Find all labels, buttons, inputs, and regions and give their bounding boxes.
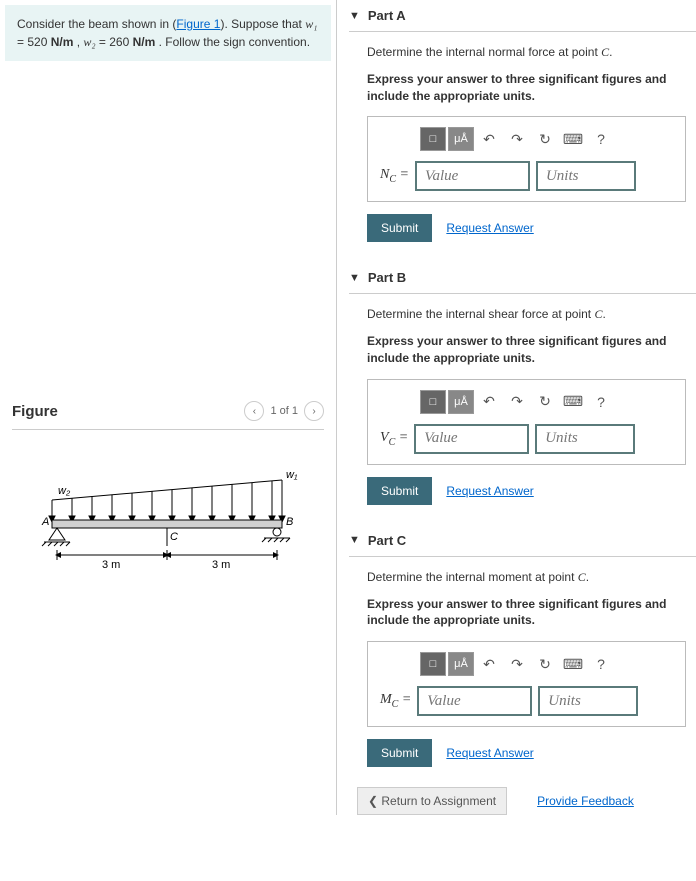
part-a-title: Part A [368, 8, 406, 23]
part-c-value-input[interactable] [417, 686, 532, 716]
part-c-instr: Express your answer to three significant… [367, 596, 686, 630]
part-c-section: ▼ Part C Determine the internal moment a… [349, 525, 696, 767]
part-b-var: VC = [380, 430, 408, 448]
template-icon[interactable]: □ [420, 390, 446, 414]
part-c-units-input[interactable] [538, 686, 638, 716]
part-a-request-link[interactable]: Request Answer [446, 221, 533, 235]
part-a-instr: Express your answer to three significant… [367, 71, 686, 105]
undo-icon[interactable]: ↶ [478, 391, 500, 413]
w2-var: w₂ [83, 35, 95, 49]
figure-next-icon[interactable]: › [304, 401, 324, 421]
problem-intro: Consider the beam shown in ( [17, 17, 176, 31]
part-a-answer-box: □ μÅ ↶ ↷ ↻ ⌨ ? NC = [367, 116, 686, 202]
part-c-var: MC = [380, 692, 411, 710]
symbols-icon[interactable]: μÅ [448, 127, 474, 151]
beam-label-B: B [286, 516, 293, 528]
figure-link[interactable]: Figure 1 [176, 17, 220, 31]
redo-icon[interactable]: ↷ [506, 391, 528, 413]
part-a-var: NC = [380, 167, 409, 185]
part-a-value-input[interactable] [415, 161, 530, 191]
symbols-icon[interactable]: μÅ [448, 390, 474, 414]
undo-icon[interactable]: ↶ [478, 653, 500, 675]
beam-diagram: A B C w₂ w₁ 3 m 3 m [12, 450, 324, 593]
redo-icon[interactable]: ↷ [506, 128, 528, 150]
feedback-link[interactable]: Provide Feedback [537, 794, 634, 808]
help-icon[interactable]: ? [590, 653, 612, 675]
w1-var: w₁ [305, 17, 317, 31]
return-button[interactable]: ❮ Return to Assignment [357, 787, 507, 815]
help-icon[interactable]: ? [590, 128, 612, 150]
part-b-toolbar: □ μÅ ↶ ↷ ↻ ⌨ ? [420, 390, 673, 414]
part-c-toolbar: □ μÅ ↶ ↷ ↻ ⌨ ? [420, 652, 673, 676]
part-a-submit-button[interactable]: Submit [367, 214, 432, 242]
part-b-instr: Express your answer to three significant… [367, 333, 686, 367]
template-icon[interactable]: □ [420, 127, 446, 151]
part-c-submit-button[interactable]: Submit [367, 739, 432, 767]
collapse-icon[interactable]: ▼ [349, 10, 360, 22]
part-c-title: Part C [368, 533, 406, 548]
reset-icon[interactable]: ↻ [534, 128, 556, 150]
part-b-value-input[interactable] [414, 424, 529, 454]
keyboard-icon[interactable]: ⌨ [562, 128, 584, 150]
collapse-icon[interactable]: ▼ [349, 272, 360, 284]
part-c-answer-box: □ μÅ ↶ ↷ ↻ ⌨ ? MC = [367, 641, 686, 727]
figure-prev-icon[interactable]: ‹ [244, 401, 264, 421]
right-column: ▼ Part A Determine the internal normal f… [336, 0, 696, 815]
beam-label-A: A [41, 516, 49, 528]
part-b-units-input[interactable] [535, 424, 635, 454]
figure-counter: 1 of 1 [270, 405, 298, 417]
left-column: Consider the beam shown in (Figure 1). S… [0, 0, 336, 815]
keyboard-icon[interactable]: ⌨ [562, 391, 584, 413]
beam-label-w1: w₁ [286, 469, 298, 481]
part-b-request-link[interactable]: Request Answer [446, 484, 533, 498]
part-b-answer-box: □ μÅ ↶ ↷ ↻ ⌨ ? VC = [367, 379, 686, 465]
figure-title: Figure [12, 403, 58, 420]
problem-statement: Consider the beam shown in (Figure 1). S… [5, 5, 331, 61]
part-a-toolbar: □ μÅ ↶ ↷ ↻ ⌨ ? [420, 127, 673, 151]
beam-label-w2: w₂ [58, 485, 71, 497]
reset-icon[interactable]: ↻ [534, 653, 556, 675]
template-icon[interactable]: □ [420, 652, 446, 676]
part-a-section: ▼ Part A Determine the internal normal f… [349, 0, 696, 242]
keyboard-icon[interactable]: ⌨ [562, 653, 584, 675]
part-c-request-link[interactable]: Request Answer [446, 746, 533, 760]
figure-section: Figure ‹ 1 of 1 › [0, 401, 336, 593]
beam-dim-right: 3 m [212, 559, 230, 571]
beam-label-C: C [170, 531, 178, 543]
part-a-units-input[interactable] [536, 161, 636, 191]
help-icon[interactable]: ? [590, 391, 612, 413]
part-b-title: Part B [368, 270, 406, 285]
beam-dim-left: 3 m [102, 559, 120, 571]
part-b-section: ▼ Part B Determine the internal shear fo… [349, 262, 696, 504]
symbols-icon[interactable]: μÅ [448, 652, 474, 676]
collapse-icon[interactable]: ▼ [349, 534, 360, 546]
figure-nav: ‹ 1 of 1 › [244, 401, 324, 421]
undo-icon[interactable]: ↶ [478, 128, 500, 150]
part-b-submit-button[interactable]: Submit [367, 477, 432, 505]
reset-icon[interactable]: ↻ [534, 391, 556, 413]
redo-icon[interactable]: ↷ [506, 653, 528, 675]
